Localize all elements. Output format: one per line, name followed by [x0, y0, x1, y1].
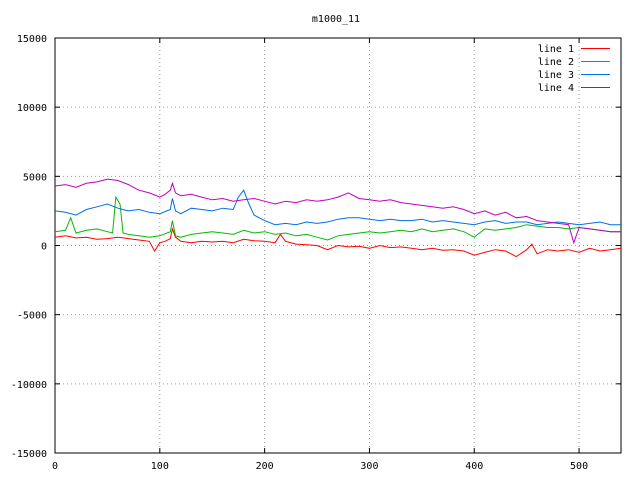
x-tick-label: 200 — [256, 461, 274, 472]
x-tick-label: 300 — [360, 461, 378, 472]
series-line-2 — [54, 195, 621, 241]
y-tick-label: 5000 — [23, 172, 47, 183]
y-tick-label: -10000 — [11, 380, 47, 391]
y-tick-label: 0 — [41, 242, 47, 253]
x-tick-label: 0 — [52, 461, 58, 472]
series-line-1 — [54, 227, 622, 258]
y-tick-label: 10000 — [17, 103, 47, 114]
legend-label-3: line 3 — [538, 70, 574, 81]
y-tick-label: 15000 — [17, 34, 47, 45]
legend-label-2: line 2 — [538, 57, 574, 68]
x-tick-label: 400 — [465, 461, 483, 472]
series-line-3 — [54, 189, 621, 226]
legend-label-4: line 4 — [538, 83, 574, 94]
series-line-4 — [54, 178, 621, 245]
legend-label-1: line 1 — [538, 44, 574, 55]
x-tick-label: 100 — [151, 461, 169, 472]
axes: 0 100 200 300 400 500 -15000 -10000 -5000 0 5000 10… — [11, 34, 622, 472]
series-lines — [54, 178, 622, 258]
legend: line 1 line 2 line 3 line 4 — [538, 44, 610, 94]
x-tick-label: 500 — [570, 461, 588, 472]
chart-title: m1000_11 — [312, 14, 360, 25]
y-tick-label: -5000 — [17, 311, 47, 322]
y-tick-label: -15000 — [11, 449, 47, 460]
